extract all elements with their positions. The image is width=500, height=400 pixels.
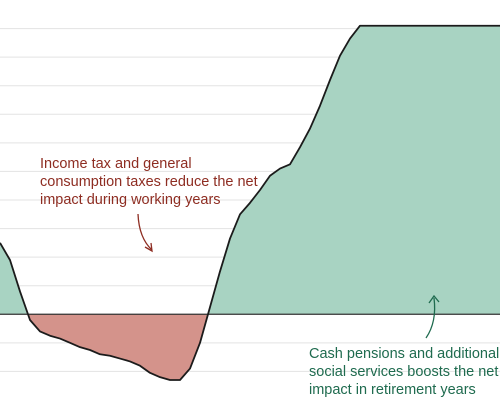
annotation-line: Cash pensions and additional	[309, 346, 499, 362]
annotation-line: consumption taxes reduce the net	[40, 174, 258, 190]
positive-area	[208, 25, 500, 315]
annotation-arrow-working	[137, 213, 153, 251]
annotation-line: impact in retirement years	[309, 382, 476, 398]
series-line	[0, 24, 500, 381]
annotation-retirement-years: Cash pensions and additional social serv…	[309, 346, 500, 398]
annotation-arrow-retirement	[425, 297, 436, 339]
negative-area	[28, 314, 208, 380]
arrowhead-working	[144, 242, 153, 253]
annotation-line: Income tax and general	[40, 156, 192, 172]
annotation-line: social services boosts the net	[309, 364, 498, 380]
arrowhead-retirement	[428, 294, 440, 304]
area-fills	[0, 25, 500, 380]
annotation-line: impact during working years	[40, 192, 221, 208]
annotation-working-years: Income tax and general consumption taxes…	[40, 156, 262, 208]
